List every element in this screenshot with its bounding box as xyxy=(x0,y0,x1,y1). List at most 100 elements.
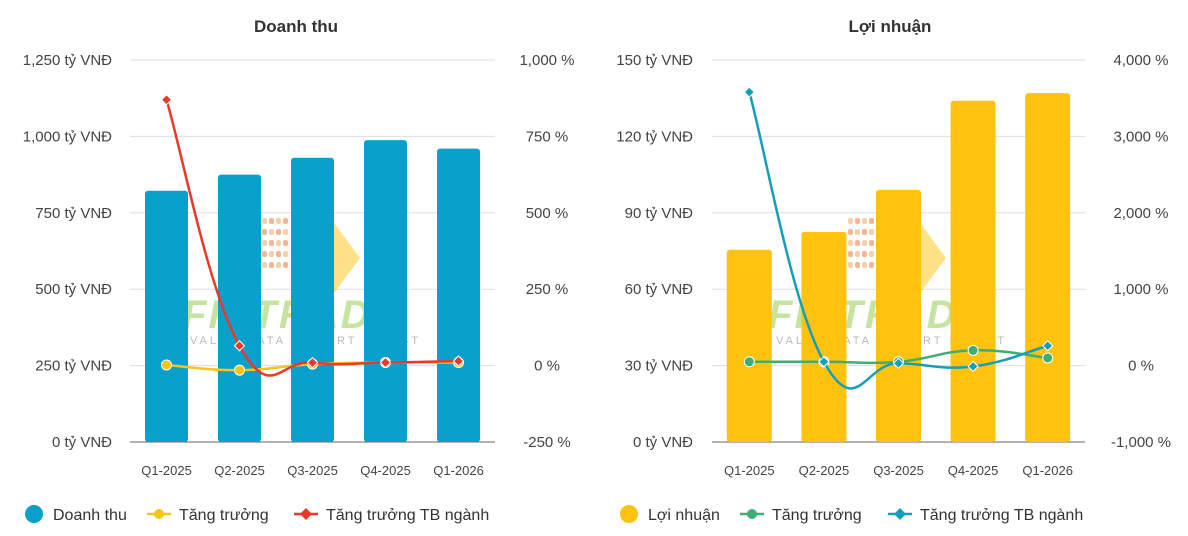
watermark-dot xyxy=(276,218,281,224)
profit-left-tick-label: 0 tỷ VNĐ xyxy=(633,434,693,451)
profit-legend-item-2: Tăng trưởng xyxy=(740,507,862,524)
profit-left-tick-label: 30 tỷ VNĐ xyxy=(625,358,694,375)
profit-growth-point-5 xyxy=(1042,352,1054,364)
profit-legend-label: Tăng trưởng xyxy=(772,507,862,524)
revenue-left-tick-label: 250 tỷ VNĐ xyxy=(35,358,112,375)
watermark-dot xyxy=(855,218,860,224)
revenue-industry-point-2 xyxy=(233,340,246,352)
profit-right-tick-label: 0 % xyxy=(1128,358,1154,375)
watermark-dot xyxy=(276,262,281,268)
revenue-industry-point-5 xyxy=(452,355,465,367)
profit-chart: Lợi nhuận 0 tỷ VNĐ 30 tỷ VNĐ 60 tỷ VNĐ 90 tỷ… xyxy=(616,17,1171,524)
revenue-left-tick-label: 1,000 tỷ VNĐ xyxy=(23,128,112,145)
profit-chart-title: Lợi nhuận xyxy=(849,17,932,36)
watermark-dot xyxy=(269,262,274,268)
profit-category-label: Q4-2025 xyxy=(948,463,999,478)
watermark-dot xyxy=(269,229,274,235)
revenue-legend-swatch-circle xyxy=(154,509,164,519)
revenue-chart-title: Doanh thu xyxy=(254,17,338,36)
watermark-dot xyxy=(283,229,288,235)
revenue-bar-5 xyxy=(437,148,480,442)
revenue-left-tick-label: 1,250 tỷ VNĐ xyxy=(23,52,112,69)
profit-line-industry xyxy=(748,91,1049,390)
revenue-legend-item-3: Tăng trưởng TB ngành xyxy=(294,507,489,524)
revenue-chart: Doanh thu 0 tỷ VNĐ 250 tỷ VNĐ 500 tỷ VNĐ 750… xyxy=(23,17,575,524)
profit-legend-swatch-circle xyxy=(747,509,757,519)
revenue-legend-swatch-diamond xyxy=(300,508,312,520)
watermark-dot xyxy=(862,229,867,235)
revenue-line-industry xyxy=(165,99,459,377)
watermark-dot xyxy=(862,251,867,257)
watermark-dot xyxy=(283,251,288,257)
profit-bar-3 xyxy=(876,189,921,442)
revenue-category-label: Q4-2025 xyxy=(360,463,411,478)
revenue-left-tick-label: 0 tỷ VNĐ xyxy=(52,434,112,451)
revenue-right-tick-label: 500 % xyxy=(526,205,569,222)
profit-industry-point-4 xyxy=(967,360,979,373)
watermark-dot xyxy=(848,218,853,224)
watermark-dot xyxy=(269,218,274,224)
profit-bar-2 xyxy=(801,231,847,442)
revenue-right-tick-label: -250 % xyxy=(523,434,571,451)
watermark-dot xyxy=(276,229,281,235)
profit-legend-swatch-circle xyxy=(620,505,638,523)
watermark-dot xyxy=(855,262,860,268)
revenue-growth-point-1 xyxy=(161,359,172,371)
revenue-legend-label: Doanh thu xyxy=(53,507,127,524)
revenue-legend-item-1: Doanh thu xyxy=(25,505,127,524)
profit-bar-1 xyxy=(726,249,772,442)
watermark-dot xyxy=(262,262,267,268)
watermark-dot xyxy=(269,240,274,246)
revenue-legend-label: Tăng trưởng TB ngành xyxy=(326,507,489,524)
watermark-arrow-shape xyxy=(918,220,946,296)
watermark-dot xyxy=(848,262,853,268)
watermark-dot xyxy=(269,251,274,257)
revenue-category-label: Q1-2026 xyxy=(433,463,484,478)
watermark-dot xyxy=(262,240,267,246)
watermark-dot xyxy=(848,240,853,246)
revenue-right-tick-label: 0 % xyxy=(534,358,560,375)
revenue-bar-1 xyxy=(145,190,188,442)
watermark-dot xyxy=(262,229,267,235)
profit-category-label: Q3-2025 xyxy=(873,463,924,478)
profit-industry-point-3 xyxy=(892,357,905,370)
profit-left-tick-label: 150 tỷ VNĐ xyxy=(616,52,693,69)
profit-legend-swatch-diamond xyxy=(894,508,906,520)
watermark-dot xyxy=(855,240,860,246)
profit-bar-5 xyxy=(1025,93,1071,443)
watermark-dot xyxy=(283,218,288,224)
profit-left-tick-label: 90 tỷ VNĐ xyxy=(625,205,694,222)
revenue-right-tick-label: 250 % xyxy=(526,281,569,298)
revenue-right-tick-label: 750 % xyxy=(526,128,569,145)
profit-industry-point-2 xyxy=(818,356,830,368)
revenue-bar-3 xyxy=(291,157,334,443)
profit-right-tick-label: 2,000 % xyxy=(1113,205,1168,222)
revenue-bar-2 xyxy=(218,174,261,442)
revenue-industry-point-4 xyxy=(379,356,392,369)
watermark-dot xyxy=(262,251,267,257)
revenue-legend-label: Tăng trưởng xyxy=(179,507,269,524)
profit-category-label: Q2-2025 xyxy=(799,463,850,478)
watermark-dot xyxy=(262,218,267,224)
revenue-right-tick-label: 1,000 % xyxy=(519,52,574,69)
profit-bar-4 xyxy=(950,100,996,442)
revenue-legend-item-2: Tăng trưởng xyxy=(147,507,269,524)
revenue-growth-point-2 xyxy=(234,364,245,376)
watermark-arrow-shape xyxy=(332,220,360,296)
watermark-dot xyxy=(283,262,288,268)
watermark-dot xyxy=(276,251,281,257)
profit-right-tick-label: 4,000 % xyxy=(1113,52,1168,69)
profit-industry-point-1 xyxy=(743,86,756,98)
profit-legend-item-1: Lợi nhuận xyxy=(620,505,720,524)
watermark-dot xyxy=(869,240,874,246)
profit-right-tick-label: 1,000 % xyxy=(1113,281,1168,298)
profit-left-tick-label: 60 tỷ VNĐ xyxy=(625,281,694,298)
revenue-bar-4 xyxy=(364,140,407,442)
revenue-left-tick-label: 750 tỷ VNĐ xyxy=(35,205,112,222)
profit-category-label: Q1-2025 xyxy=(724,463,775,478)
watermark-dot xyxy=(869,262,874,268)
revenue-category-label: Q3-2025 xyxy=(287,463,338,478)
watermark-dot xyxy=(855,251,860,257)
revenue-left-tick-label: 500 tỷ VNĐ xyxy=(35,281,112,298)
